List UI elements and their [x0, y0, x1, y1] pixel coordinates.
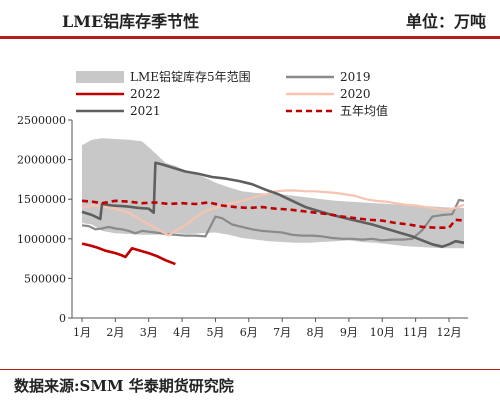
series-line-0	[81, 198, 465, 242]
x-tick-label: 11月	[403, 326, 428, 339]
legend-label: 2019	[340, 70, 371, 84]
x-tick-label: 1月	[73, 326, 91, 339]
x-tick-label: 12月	[436, 326, 461, 339]
series-line-4	[81, 199, 465, 229]
y-tick-label: 0	[59, 312, 66, 325]
x-tick-label: 4月	[173, 326, 191, 339]
x-tick-label: 8月	[307, 326, 325, 339]
series-line-2	[81, 161, 465, 248]
header-rule	[0, 36, 500, 39]
x-tick-label: 5月	[206, 326, 224, 339]
range-band	[82, 138, 464, 249]
axes-layer: 0 500000 1000000 1500000 2000000 2500000 1月 2月 3…	[17, 114, 468, 339]
x-tick-label: 6月	[240, 326, 258, 339]
source-note: 数据来源:SMM 华泰期货研究院	[14, 377, 234, 395]
legend-label: 五年均值	[340, 103, 388, 118]
footer-rule	[0, 369, 500, 370]
series-line-1	[81, 189, 465, 237]
header-bar: LME铝库存季节性 单位：万吨	[0, 0, 500, 34]
unit-label: 单位：万吨	[405, 12, 486, 31]
legend-label: 2021	[130, 104, 161, 118]
y-tick-label: 2500000	[17, 114, 66, 127]
legend-swatch	[76, 71, 124, 83]
y-tick-label: 2000000	[17, 154, 66, 167]
y-tick-label: 1000000	[17, 233, 66, 246]
x-tick-label: 7月	[273, 326, 291, 339]
legend-label: 2020	[340, 87, 371, 101]
band-layer	[82, 138, 464, 249]
x-tick-label: 9月	[340, 326, 358, 339]
series-line-3	[81, 242, 176, 266]
legend-label: LME铝锭库存5年范围	[130, 69, 251, 84]
chart-title: LME铝库存季节性	[62, 12, 200, 31]
x-tick-label: 3月	[140, 326, 158, 339]
legend: LME铝锭库存5年范围 2019 2022 2020 2021 五年均值	[76, 69, 388, 118]
x-tick-label: 2月	[106, 326, 124, 339]
y-tick-label: 500000	[24, 272, 66, 285]
x-tick-label: 10月	[370, 326, 395, 339]
y-tick-label: 1500000	[17, 193, 66, 206]
legend-label: 2022	[130, 87, 161, 101]
series-layer	[81, 161, 465, 266]
